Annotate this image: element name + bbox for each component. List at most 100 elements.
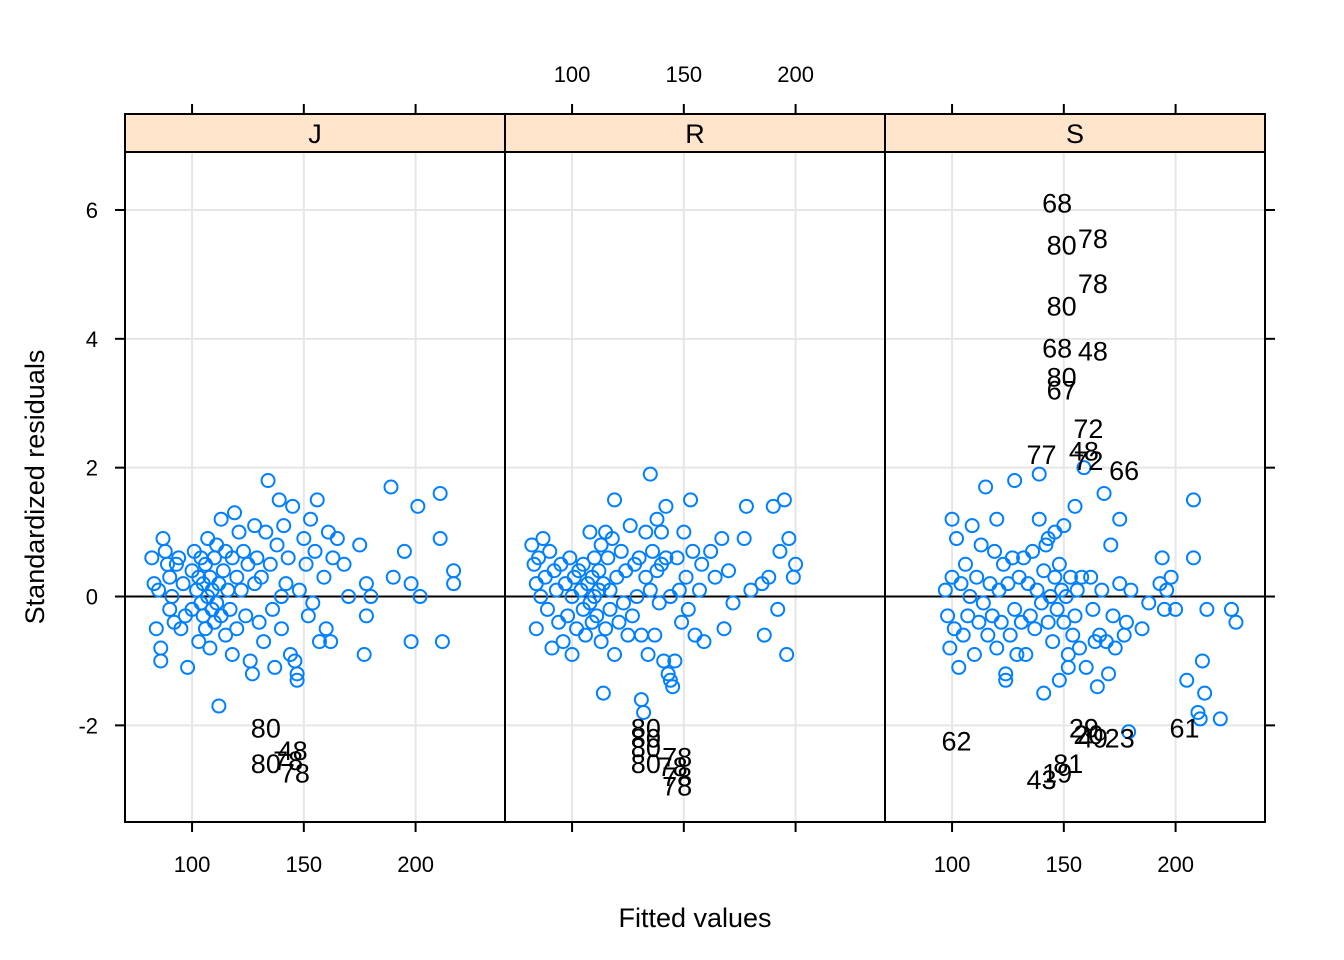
outlier-label: 78 — [1078, 224, 1108, 254]
data-point — [595, 685, 611, 701]
data-point — [671, 582, 687, 598]
data-point — [305, 595, 321, 611]
data-point — [951, 659, 967, 675]
points-layer — [144, 460, 1244, 740]
data-point — [403, 576, 419, 592]
data-point — [633, 692, 649, 708]
data-point — [647, 627, 663, 643]
data-point — [1223, 601, 1239, 617]
data-point — [539, 601, 555, 617]
data-point — [316, 569, 332, 585]
panel-frame-R — [504, 151, 886, 823]
data-point — [1228, 614, 1244, 630]
data-point — [1185, 550, 1201, 566]
data-point — [620, 627, 636, 643]
data-point — [1105, 608, 1121, 624]
data-point — [557, 576, 573, 592]
data-point — [1033, 595, 1049, 611]
data-point — [1013, 614, 1029, 630]
data-point — [446, 563, 462, 579]
data-point — [984, 608, 1000, 624]
data-point — [1063, 569, 1079, 585]
data-point — [598, 621, 614, 637]
data-point — [624, 608, 640, 624]
data-point — [642, 466, 658, 482]
data-point — [1212, 711, 1228, 727]
x-tick-label: 100 — [174, 852, 211, 877]
data-point — [667, 653, 683, 669]
data-point — [680, 601, 696, 617]
data-point — [1056, 614, 1072, 630]
data-point — [329, 531, 345, 547]
data-point — [696, 634, 712, 650]
data-point — [1069, 582, 1085, 598]
data-point — [604, 531, 620, 547]
data-point — [180, 659, 196, 675]
data-point — [533, 589, 549, 605]
data-point — [1159, 582, 1175, 598]
data-point — [1089, 679, 1105, 695]
data-point — [356, 647, 372, 662]
data-point — [1036, 563, 1052, 579]
data-point — [296, 531, 312, 547]
data-point — [269, 537, 285, 553]
data-point — [779, 647, 795, 662]
data-point — [524, 537, 540, 553]
data-point — [638, 524, 654, 540]
data-point — [1107, 640, 1123, 656]
data-point — [247, 518, 263, 534]
data-point — [240, 556, 256, 572]
outlier-label: 48 — [1078, 337, 1108, 367]
data-point — [1083, 569, 1099, 585]
outlier-label: 80 — [251, 749, 281, 779]
data-point — [1027, 621, 1043, 637]
data-point — [162, 601, 178, 617]
data-point — [1112, 576, 1128, 592]
data-point — [1076, 460, 1092, 476]
data-point — [218, 627, 234, 643]
data-point — [633, 627, 649, 643]
data-point — [215, 563, 231, 579]
data-point — [352, 537, 368, 553]
data-point — [153, 653, 169, 669]
data-point — [1045, 634, 1061, 650]
data-point — [946, 621, 962, 637]
data-point — [560, 608, 576, 624]
outlier-label: 48 — [1069, 437, 1099, 467]
data-point — [1192, 711, 1208, 727]
data-point — [291, 582, 307, 598]
data-point — [669, 550, 685, 566]
data-point — [548, 582, 564, 598]
data-point — [320, 524, 336, 540]
data-point — [1096, 485, 1112, 501]
data-point — [607, 492, 623, 508]
data-point — [613, 543, 629, 559]
data-point — [1025, 543, 1041, 559]
data-point — [622, 518, 638, 534]
data-point — [1094, 582, 1110, 598]
outlier-label: 80 — [251, 714, 281, 744]
data-point — [235, 543, 251, 559]
data-point — [660, 666, 676, 682]
data-point — [1020, 576, 1036, 592]
data-point — [224, 550, 240, 566]
data-point — [756, 627, 772, 643]
data-point — [231, 524, 247, 540]
data-point — [285, 498, 301, 514]
data-point — [528, 576, 544, 592]
data-point — [962, 589, 978, 605]
data-point — [531, 550, 547, 566]
outlier-label: 72 — [1073, 446, 1103, 476]
outlier-label: 80 — [631, 714, 661, 744]
data-point — [153, 640, 169, 656]
data-point — [982, 576, 998, 592]
data-point — [973, 537, 989, 553]
data-point — [765, 498, 781, 514]
data-point — [555, 634, 571, 650]
data-point — [1040, 614, 1056, 630]
data-point — [964, 518, 980, 534]
data-point — [1000, 576, 1016, 592]
data-point — [1031, 511, 1047, 527]
data-point — [658, 498, 674, 514]
